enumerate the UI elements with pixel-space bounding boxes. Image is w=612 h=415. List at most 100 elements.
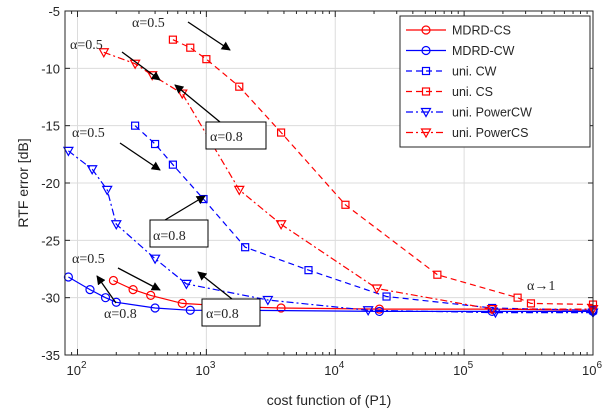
series-5 xyxy=(98,48,599,315)
data-point xyxy=(177,298,187,308)
x-tick-base: 10 xyxy=(66,363,80,378)
data-point xyxy=(374,304,384,314)
data-point xyxy=(129,59,141,70)
x-tick-label: 103 xyxy=(195,360,215,378)
annotation: α=0.5 xyxy=(72,126,161,171)
annotation-arrow xyxy=(119,142,161,171)
data-point xyxy=(168,160,178,169)
data-point xyxy=(433,270,442,279)
data-point xyxy=(111,297,121,307)
data-point xyxy=(186,43,195,52)
annotation-label: α=0.8 xyxy=(210,130,243,145)
series-3 xyxy=(168,35,598,309)
annotation-label: α=0.5 xyxy=(72,252,105,267)
y-tick-label: -35 xyxy=(41,348,60,363)
data-point xyxy=(168,35,178,44)
legend-label: uni. CW xyxy=(452,65,497,79)
data-point xyxy=(371,284,383,295)
annotation-label: α=0.5 xyxy=(132,16,165,31)
legend-label: uni. PowerCW xyxy=(452,106,532,120)
data-point xyxy=(486,305,498,315)
data-point xyxy=(101,185,113,196)
data-point xyxy=(275,220,287,231)
y-tick-label: -25 xyxy=(41,233,60,248)
data-point xyxy=(110,220,122,231)
data-point xyxy=(63,272,73,282)
data-point xyxy=(513,293,522,302)
legend-label: uni. CS xyxy=(452,85,493,99)
data-point xyxy=(149,254,161,265)
y-tick-label: -20 xyxy=(41,176,60,191)
x-tick-exponent: 6 xyxy=(596,360,602,371)
series-4 xyxy=(62,146,599,319)
series-line xyxy=(68,276,593,312)
legend-swatch-marker xyxy=(421,45,431,56)
data-point xyxy=(276,128,286,137)
annotation: α=0.5 xyxy=(70,38,161,81)
annotation-arrow xyxy=(187,21,231,51)
annotation: α=0.5 xyxy=(72,252,161,291)
annotation-label: α=0.5 xyxy=(70,38,103,53)
x-tick-base: 10 xyxy=(195,363,209,378)
annotation: α=0.8 xyxy=(149,195,209,248)
annotation-label: α=0.5 xyxy=(72,126,105,141)
x-tick-base: 10 xyxy=(324,363,338,378)
series-line xyxy=(103,51,593,310)
data-point xyxy=(146,290,156,300)
annotation-box xyxy=(149,219,209,248)
data-point xyxy=(131,121,140,130)
annotation-arrow xyxy=(174,84,221,123)
x-tick-label: 102 xyxy=(66,360,86,378)
data-point xyxy=(382,292,391,301)
x-tick-exponent: 4 xyxy=(339,360,345,371)
data-point xyxy=(150,303,160,313)
x-tick-exponent: 5 xyxy=(468,360,474,371)
x-tick-label: 104 xyxy=(324,360,344,378)
y-tick-label: -30 xyxy=(41,291,60,306)
annotation-label: α→1 xyxy=(527,279,555,294)
legend-box xyxy=(399,15,591,148)
x-axis-label: cost function of (P1) xyxy=(267,392,392,408)
y-tick-label: -5 xyxy=(48,4,60,19)
annotation-label: α=0.8 xyxy=(206,307,239,322)
x-tick-label: 105 xyxy=(453,360,473,378)
legend-swatch-marker xyxy=(421,66,431,76)
annotation-arrow xyxy=(117,267,161,291)
data-point xyxy=(108,275,119,286)
annotation: α→1 xyxy=(527,279,555,294)
data-point xyxy=(86,165,98,175)
annotation-arrow xyxy=(164,195,206,221)
annotation-box xyxy=(205,121,267,150)
data-point xyxy=(362,306,374,317)
legend-item: uni. CW xyxy=(406,65,497,79)
data-point xyxy=(341,200,350,209)
data-point xyxy=(202,55,211,64)
series-line xyxy=(172,39,594,306)
data-point xyxy=(235,82,244,91)
data-point xyxy=(185,305,195,315)
data-point xyxy=(241,243,250,252)
annotation-label: α=0.8 xyxy=(153,229,186,244)
x-tick-exponent: 3 xyxy=(210,360,216,371)
legend-swatch-marker xyxy=(420,107,432,118)
data-point xyxy=(150,139,160,149)
legend-label: MDRD-CW xyxy=(452,44,515,58)
annotation-arrow xyxy=(96,275,117,304)
data-point xyxy=(526,299,536,308)
legend-label: uni. PowerCS xyxy=(452,126,528,140)
legend: MDRD-CS MDRD-CW uni. CW uni. CS uni. PowerC… xyxy=(399,15,591,148)
series-line xyxy=(68,150,593,314)
legend-swatch-marker xyxy=(421,87,431,96)
y-tick-label: -10 xyxy=(41,61,60,76)
annotation: α=0.8 xyxy=(197,271,261,327)
annotation-arrow xyxy=(197,271,233,300)
legend-swatch-marker xyxy=(421,25,431,35)
x-tick-base: 10 xyxy=(453,363,467,378)
data-point xyxy=(98,48,110,59)
series-line xyxy=(134,125,594,311)
legend-swatch-marker xyxy=(420,128,432,139)
y-axis-label: RTF error [dB] xyxy=(15,138,31,227)
annotation: α=0.8 xyxy=(96,275,137,322)
